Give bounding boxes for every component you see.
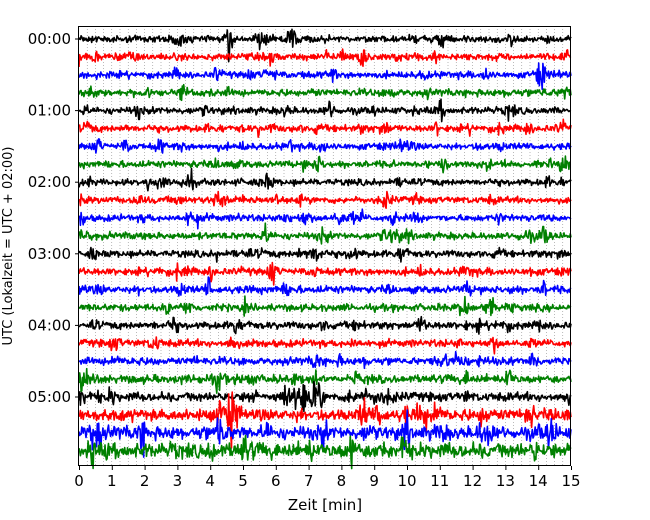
trace-0015 bbox=[78, 48, 572, 68]
x-tick-label: 7 bbox=[304, 472, 314, 490]
trace-0545 bbox=[78, 434, 572, 470]
trace-0045 bbox=[78, 83, 572, 102]
x-tick-label: 3 bbox=[173, 472, 183, 490]
trace-0415 bbox=[78, 336, 572, 355]
y-axis-ticks: 00:00 01:00 02:00 03:00 04:00 05:00 bbox=[28, 30, 79, 406]
y-tick-label: 05:00 bbox=[28, 388, 71, 406]
x-tick-label: 6 bbox=[271, 472, 281, 490]
x-tick-label: 9 bbox=[369, 472, 379, 490]
trace-0515 bbox=[78, 391, 572, 449]
x-tick-label: 4 bbox=[205, 472, 215, 490]
trace-0100 bbox=[78, 98, 572, 123]
trace-0430 bbox=[78, 350, 572, 370]
trace-0530 bbox=[78, 409, 572, 458]
trace-0445 bbox=[78, 367, 572, 394]
trace-0000 bbox=[78, 28, 572, 63]
x-tick-label: 13 bbox=[496, 472, 515, 490]
trace-0400 bbox=[78, 315, 572, 335]
x-axis-label: Zeit [min] bbox=[288, 496, 362, 514]
y-tick-label: 00:00 bbox=[28, 30, 71, 48]
y-tick-label: 04:00 bbox=[28, 316, 71, 334]
x-axis-ticks: 0 1 2 3 4 5 6 7 8 9 10 11 12 13 14 15 bbox=[74, 466, 581, 490]
trace-group bbox=[78, 28, 572, 470]
trace-0130 bbox=[78, 138, 572, 154]
trace-0330 bbox=[78, 276, 572, 297]
y-tick-label: 03:00 bbox=[28, 245, 71, 263]
trace-0230 bbox=[78, 208, 572, 230]
plot-frame bbox=[78, 26, 571, 466]
x-tick-label: 0 bbox=[74, 472, 84, 490]
trace-0145 bbox=[78, 155, 572, 174]
x-tick-label: 12 bbox=[463, 472, 482, 490]
y-axis-label: UTC (Lokalzeit = UTC + 02:00) bbox=[1, 147, 16, 346]
x-tick-label: 15 bbox=[561, 472, 580, 490]
trace-0315 bbox=[78, 261, 572, 286]
x-tick-label: 11 bbox=[430, 472, 449, 490]
x-tick-label: 14 bbox=[529, 472, 548, 490]
x-tick-label: 1 bbox=[107, 472, 117, 490]
x-tick-label: 8 bbox=[337, 472, 347, 490]
y-tick-label: 02:00 bbox=[28, 173, 71, 191]
trace-0215 bbox=[78, 190, 572, 209]
trace-0245 bbox=[78, 222, 572, 245]
trace-0300 bbox=[78, 246, 572, 263]
trace-0115 bbox=[78, 118, 572, 138]
x-tick-label: 2 bbox=[140, 472, 150, 490]
trace-0200 bbox=[78, 167, 572, 192]
trace-0500 bbox=[78, 380, 572, 413]
y-tick-label: 01:00 bbox=[28, 102, 71, 120]
trace-0345 bbox=[78, 295, 572, 317]
trace-0030 bbox=[78, 62, 572, 91]
x-tick-label: 10 bbox=[397, 472, 416, 490]
x-tick-label: 5 bbox=[238, 472, 248, 490]
